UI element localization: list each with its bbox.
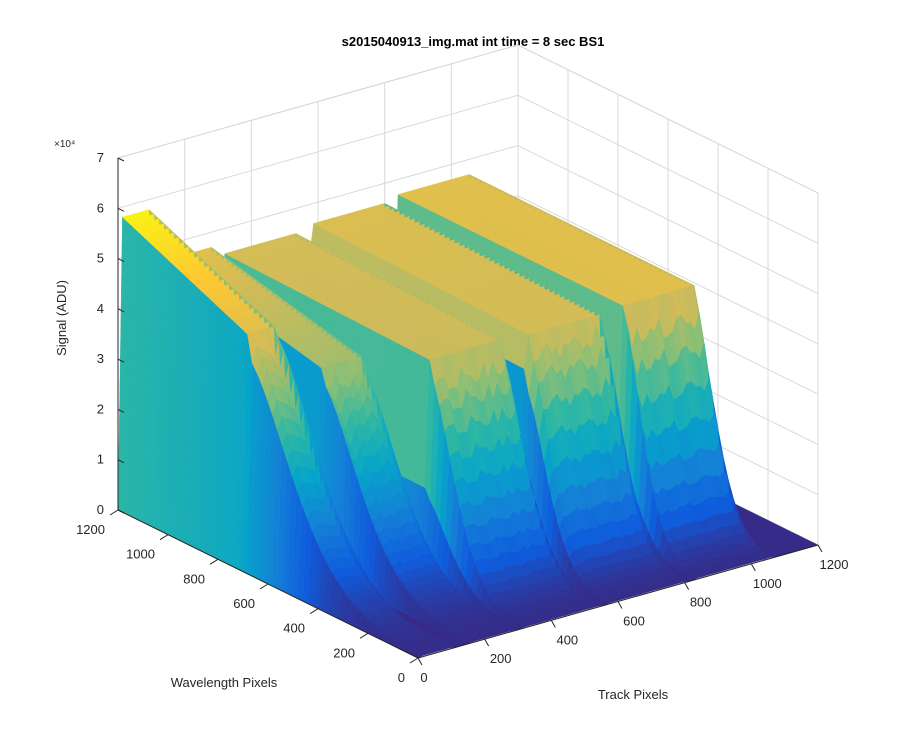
surface-mesh [117,174,819,659]
grid-line [117,44,819,194]
chart-title: s2015040913_img.mat int time = 8 sec BS1 [342,34,605,49]
box-edge [117,44,819,194]
